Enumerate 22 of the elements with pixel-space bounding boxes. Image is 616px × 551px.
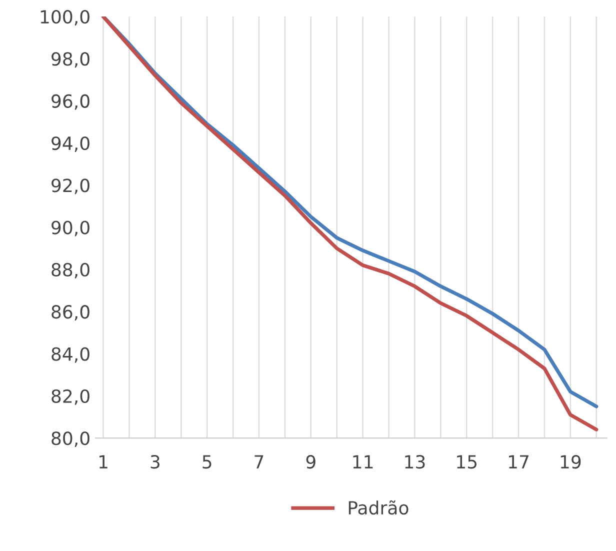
x-tick-label: 7 — [254, 455, 264, 468]
x-tick-label: 11 — [353, 455, 373, 468]
y-tick-label: 80,0 — [52, 432, 90, 448]
y-tick-label: 92,0 — [52, 178, 90, 194]
x-tick-label: 9 — [306, 455, 316, 469]
y-tick-label: 98,0 — [52, 52, 90, 68]
y-tick-label: 86,0 — [52, 305, 90, 321]
y-tick-label: 84,0 — [52, 347, 90, 363]
y-tick-label: 94,0 — [52, 136, 90, 152]
y-tick-label: 96,0 — [52, 94, 90, 110]
x-tick-label: 17 — [509, 455, 528, 468]
legend-label: Padrão — [348, 500, 408, 515]
x-tick-label: 15 — [457, 455, 477, 469]
x-tick-label: 1 — [100, 455, 108, 468]
x-tick-label: 13 — [405, 455, 425, 469]
x-tick-label: 19 — [560, 455, 581, 469]
y-tick-label: 88,0 — [52, 262, 90, 278]
y-tick-label: 82,0 — [52, 389, 90, 405]
x-tick-label: 5 — [202, 455, 212, 469]
y-tick-label: 100,0 — [40, 10, 90, 26]
y-tick-label: 90,0 — [52, 220, 90, 236]
x-tick-label: 3 — [150, 455, 160, 469]
